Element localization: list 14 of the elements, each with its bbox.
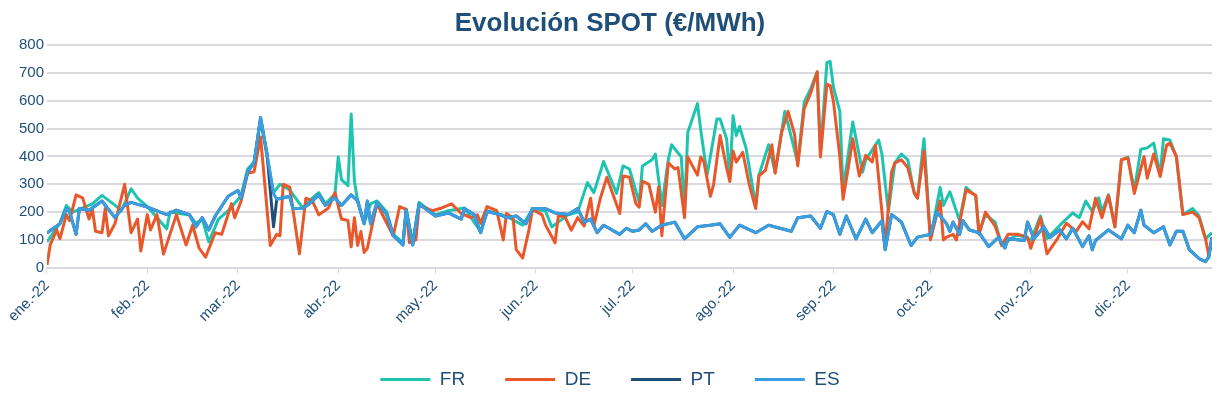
legend-label: PT [690,367,716,389]
y-tick-label: 700 [18,63,44,81]
y-tick-label: 600 [18,90,44,108]
y-tick-label: 800 [18,35,44,53]
y-tick-label: 300 [18,174,44,192]
y-tick-label: 200 [18,202,44,220]
y-tick-label: 100 [18,230,44,248]
legend-label: FR [439,367,466,389]
y-tick-label: 400 [18,146,44,164]
chart-title: Evolución SPOT (€/MWh) [454,6,766,37]
y-tick-label: 0 [35,257,44,275]
legend-label: ES [814,367,840,389]
y-tick-label: 500 [18,118,44,136]
legend-label: DE [564,367,592,389]
